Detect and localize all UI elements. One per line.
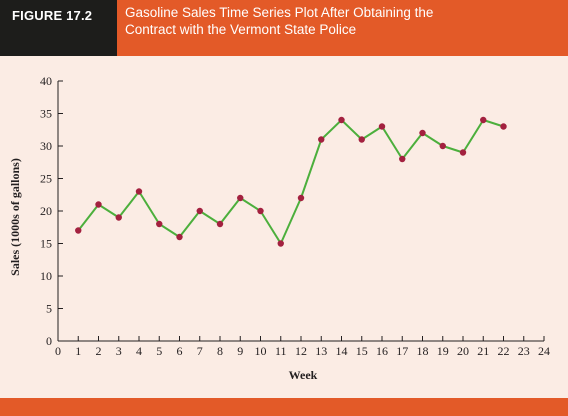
- data-point: [297, 194, 305, 202]
- figure-title-line-1: Gasoline Sales Time Series Plot After Ob…: [125, 5, 434, 20]
- x-tick-label: 0: [55, 344, 61, 358]
- y-tick-label: 15: [40, 237, 52, 251]
- x-tick-label: 23: [518, 344, 530, 358]
- data-point: [237, 194, 244, 202]
- x-tick-label: 20: [457, 344, 469, 358]
- data-point: [480, 116, 487, 124]
- data-point: [135, 188, 143, 195]
- y-tick-label: 35: [40, 107, 52, 121]
- x-tick-label: 16: [376, 344, 388, 358]
- x-tick-label: 21: [477, 344, 489, 358]
- y-tick-label: 20: [40, 204, 52, 218]
- data-point: [399, 155, 406, 163]
- x-tick-label: 15: [356, 344, 368, 358]
- figure-title: Gasoline Sales Time Series Plot After Ob…: [125, 4, 555, 38]
- x-tick-label: 7: [197, 344, 203, 358]
- x-tick-label: 17: [396, 344, 408, 358]
- x-tick-label: 18: [417, 344, 429, 358]
- data-point: [358, 136, 365, 143]
- sales-series-line: [77, 119, 504, 245]
- x-tick-label: 5: [156, 344, 162, 358]
- x-tick-label: 14: [336, 344, 348, 358]
- x-tick-label: 12: [295, 344, 307, 358]
- y-tick-label: 0: [46, 334, 52, 348]
- x-tick-label: 19: [437, 344, 449, 358]
- x-tick-label: 3: [116, 344, 122, 358]
- y-tick-label: 5: [46, 302, 52, 316]
- data-point: [257, 207, 264, 215]
- y-axis-label: Sales (1000s of gallons): [8, 158, 22, 276]
- data-point: [419, 129, 426, 137]
- axes: [57, 81, 544, 342]
- x-tick-label: 22: [498, 344, 510, 358]
- x-tick-label: 2: [96, 344, 102, 358]
- data-point: [318, 136, 325, 143]
- data-point: [196, 207, 203, 215]
- data-point: [115, 214, 122, 221]
- x-tick-label: 13: [315, 344, 327, 358]
- data-point: [439, 142, 446, 150]
- data-points: [75, 116, 507, 247]
- x-tick-label: 24: [538, 344, 550, 358]
- x-tick-label: 9: [237, 344, 243, 358]
- figure-number: FIGURE 17.2: [0, 0, 117, 56]
- data-point: [95, 201, 102, 208]
- ticks: 0 1 2 3 4 5 6 7 8 9 10 11 12 13 14 15 16 17 18 19 20 21 22 23 24…: [40, 74, 550, 358]
- x-tick-label: 1: [75, 344, 81, 358]
- x-tick-label: 8: [217, 344, 223, 358]
- x-tick-label: 6: [177, 344, 183, 358]
- y-tick-label: 40: [40, 74, 52, 88]
- data-point: [338, 116, 345, 124]
- data-point: [176, 233, 183, 241]
- x-tick-label: 10: [255, 344, 267, 358]
- data-point: [459, 149, 467, 156]
- x-tick-label: 4: [136, 344, 142, 358]
- y-tick-label: 25: [40, 172, 52, 186]
- figure-title-line-2: Contract with the Vermont State Police: [125, 22, 357, 37]
- figure-footer-bar: [0, 398, 568, 416]
- data-point: [156, 220, 163, 228]
- data-point: [500, 123, 507, 130]
- data-point: [216, 220, 224, 228]
- y-tick-label: 30: [40, 139, 52, 153]
- data-point: [277, 240, 284, 247]
- data-point: [378, 123, 386, 130]
- x-tick-label: 11: [275, 344, 287, 358]
- x-axis-label: Week: [289, 368, 318, 382]
- data-point: [75, 227, 82, 234]
- y-tick-label: 10: [40, 269, 52, 283]
